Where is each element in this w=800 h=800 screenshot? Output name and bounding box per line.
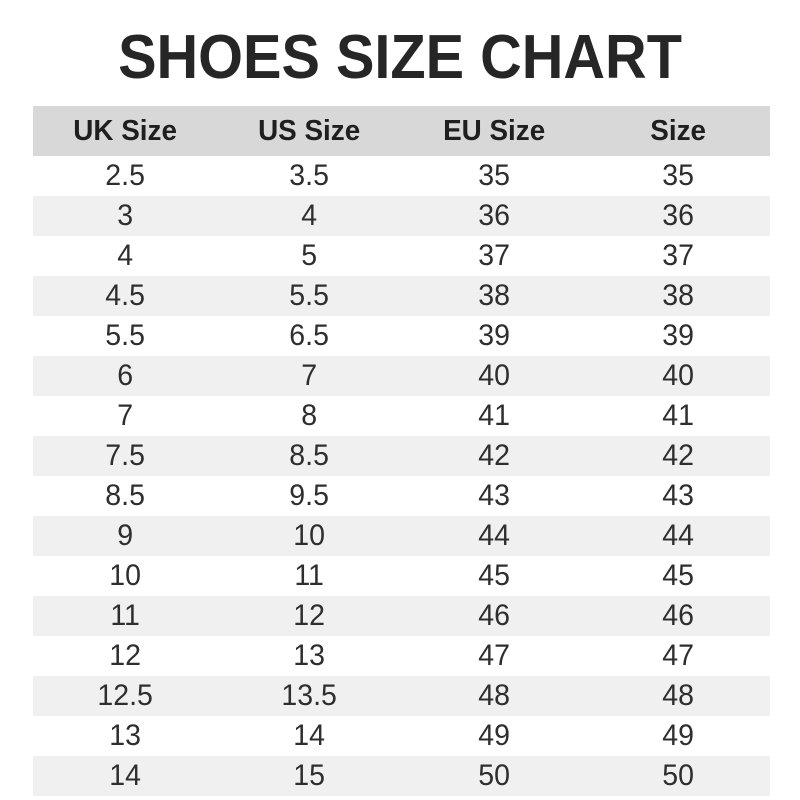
table-cell: 46 bbox=[662, 599, 694, 632]
table-cell: 39 bbox=[477, 319, 510, 352]
table-cell: 3 bbox=[117, 199, 134, 232]
table-cell: 38 bbox=[477, 279, 510, 312]
table-cell: 4 bbox=[301, 199, 318, 232]
table-cell: 5 bbox=[301, 239, 318, 272]
column-header-us-size: US Size bbox=[258, 114, 361, 147]
table-row: 6 7 40 40 bbox=[33, 356, 770, 396]
table-cell: 50 bbox=[477, 759, 510, 792]
table-cell: 40 bbox=[662, 359, 694, 392]
table-cell: 49 bbox=[662, 719, 694, 752]
table-cell: 44 bbox=[477, 519, 510, 552]
table-cell: 38 bbox=[662, 279, 694, 312]
table-cell: 36 bbox=[477, 199, 510, 232]
table-row: 12.5 13.5 48 48 bbox=[33, 676, 770, 716]
table-cell: 48 bbox=[477, 679, 510, 712]
table-row: 10 11 45 45 bbox=[33, 556, 770, 596]
size-chart-table: UK Size US Size EU Size Size 2.5 3.5 35 35 3… bbox=[33, 106, 770, 796]
table-cell: 47 bbox=[662, 639, 694, 672]
table-cell: 7 bbox=[301, 359, 318, 392]
table-cell: 13 bbox=[293, 639, 326, 672]
table-cell: 35 bbox=[662, 159, 694, 192]
table-cell: 12 bbox=[109, 639, 141, 672]
table-cell: 12.5 bbox=[97, 679, 153, 712]
table-cell: 47 bbox=[477, 639, 510, 672]
table-row: 12 13 47 47 bbox=[33, 636, 770, 676]
table-cell: 3.5 bbox=[289, 159, 330, 192]
table-row: 14 15 50 50 bbox=[33, 756, 770, 796]
table-cell: 7 bbox=[117, 399, 134, 432]
table-body: 2.5 3.5 35 35 3 4 36 36 4 5 37 37 4.5 5.5 38 38 5.5 6.5 39… bbox=[33, 156, 770, 796]
table-row: 7 8 41 41 bbox=[33, 396, 770, 436]
table-cell: 39 bbox=[662, 319, 694, 352]
column-header-eu-size: EU Size bbox=[442, 114, 545, 147]
table-cell: 4 bbox=[117, 239, 134, 272]
table-row: 13 14 49 49 bbox=[33, 716, 770, 756]
table-row: 2.5 3.5 35 35 bbox=[33, 156, 770, 196]
table-header-row: UK Size US Size EU Size Size bbox=[33, 106, 770, 156]
table-cell: 11 bbox=[110, 599, 140, 632]
table-cell: 43 bbox=[477, 479, 510, 512]
table-row: 3 4 36 36 bbox=[33, 196, 770, 236]
table-cell: 13 bbox=[109, 719, 141, 752]
table-cell: 6.5 bbox=[289, 319, 330, 352]
table-cell: 9 bbox=[117, 519, 134, 552]
table-cell: 35 bbox=[477, 159, 510, 192]
table-cell: 36 bbox=[662, 199, 694, 232]
table-cell: 44 bbox=[662, 519, 694, 552]
table-cell: 14 bbox=[109, 759, 141, 792]
table-cell: 4.5 bbox=[105, 279, 145, 312]
table-cell: 13.5 bbox=[281, 679, 338, 712]
table-cell: 8.5 bbox=[289, 439, 330, 472]
table-cell: 42 bbox=[662, 439, 694, 472]
table-cell: 12 bbox=[293, 599, 326, 632]
table-row: 5.5 6.5 39 39 bbox=[33, 316, 770, 356]
table-cell: 40 bbox=[477, 359, 510, 392]
table-cell: 2.5 bbox=[105, 159, 145, 192]
page-title: SHOES SIZE CHART bbox=[118, 23, 682, 92]
table-cell: 37 bbox=[662, 239, 694, 272]
table-cell: 45 bbox=[477, 559, 510, 592]
table-cell: 41 bbox=[477, 399, 510, 432]
table-row: 8.5 9.5 43 43 bbox=[33, 476, 770, 516]
table-cell: 48 bbox=[662, 679, 694, 712]
table-cell: 15 bbox=[293, 759, 326, 792]
table-cell: 10 bbox=[109, 559, 141, 592]
table-cell: 8 bbox=[301, 399, 318, 432]
column-header-uk-size: UK Size bbox=[73, 114, 177, 147]
table-row: 11 12 46 46 bbox=[33, 596, 770, 636]
column-header-size: Size bbox=[650, 114, 706, 147]
table-row: 4.5 5.5 38 38 bbox=[33, 276, 770, 316]
table-cell: 8.5 bbox=[105, 479, 145, 512]
table-cell: 42 bbox=[477, 439, 510, 472]
table-cell: 5.5 bbox=[105, 319, 145, 352]
table-cell: 37 bbox=[477, 239, 510, 272]
table-cell: 7.5 bbox=[105, 439, 145, 472]
table-row: 7.5 8.5 42 42 bbox=[33, 436, 770, 476]
table-cell: 43 bbox=[662, 479, 694, 512]
table-row: 9 10 44 44 bbox=[33, 516, 770, 556]
table-row: 4 5 37 37 bbox=[33, 236, 770, 276]
table-cell: 6 bbox=[117, 359, 134, 392]
table-cell: 9.5 bbox=[289, 479, 330, 512]
table-cell: 45 bbox=[662, 559, 694, 592]
table-cell: 50 bbox=[662, 759, 694, 792]
table-cell: 41 bbox=[662, 399, 694, 432]
table-cell: 11 bbox=[294, 559, 325, 592]
table-cell: 5.5 bbox=[289, 279, 330, 312]
table-cell: 49 bbox=[477, 719, 510, 752]
table-cell: 10 bbox=[293, 519, 326, 552]
table-cell: 46 bbox=[477, 599, 510, 632]
table-cell: 14 bbox=[293, 719, 326, 752]
